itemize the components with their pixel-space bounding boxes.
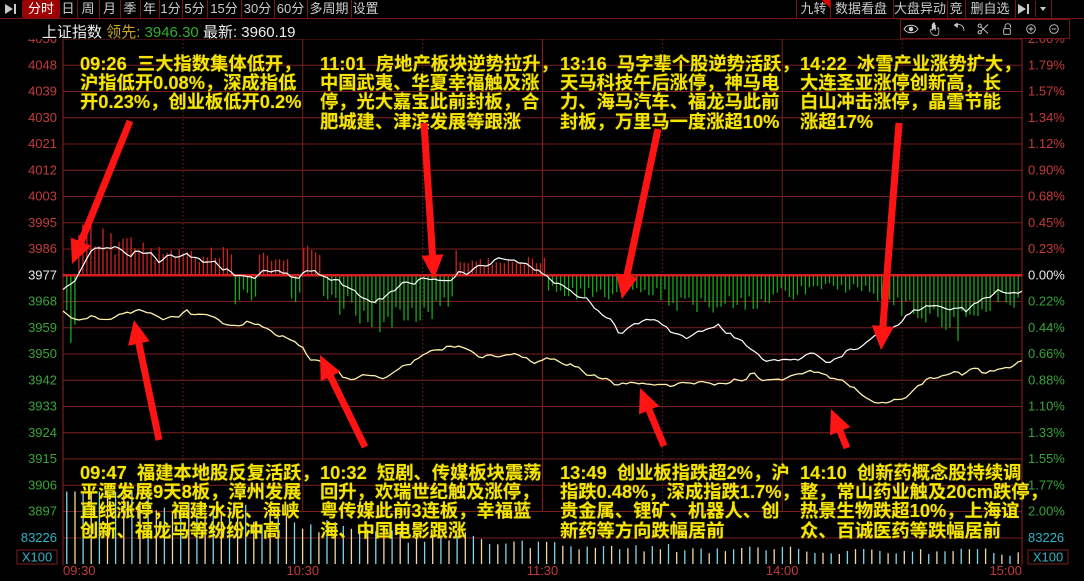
svg-text:3942: 3942 (28, 372, 57, 387)
svg-text:3924: 3924 (28, 425, 57, 440)
svg-text:3897: 3897 (28, 504, 57, 519)
svg-text:15:00: 15:00 (989, 563, 1022, 578)
svg-text:3915: 3915 (28, 451, 57, 466)
svg-text:1.12%: 1.12% (1028, 136, 1065, 151)
svg-text:1.57%: 1.57% (1028, 84, 1065, 99)
svg-text:3933: 3933 (28, 399, 57, 414)
svg-text:0.23%: 0.23% (1028, 241, 1065, 256)
svg-text:0.45%: 0.45% (1028, 215, 1065, 230)
svg-text:3959: 3959 (28, 320, 57, 335)
svg-text:4003: 4003 (28, 189, 57, 204)
svg-text:4021: 4021 (28, 136, 57, 151)
svg-text:X100: X100 (22, 550, 52, 565)
svg-text:X100: X100 (1033, 550, 1063, 565)
svg-text:3986: 3986 (28, 241, 57, 256)
svg-text:1.33%: 1.33% (1028, 425, 1065, 440)
svg-text:0.66%: 0.66% (1028, 346, 1065, 361)
svg-text:4030: 4030 (28, 110, 57, 125)
svg-text:10:30: 10:30 (287, 563, 320, 578)
svg-text:0.90%: 0.90% (1028, 162, 1065, 177)
svg-text:1.10%: 1.10% (1028, 399, 1065, 414)
svg-text:14:00: 14:00 (766, 563, 799, 578)
svg-text:0.68%: 0.68% (1028, 189, 1065, 204)
svg-text:4039: 4039 (28, 84, 57, 99)
svg-text:1.79%: 1.79% (1028, 57, 1065, 72)
svg-text:3968: 3968 (28, 294, 57, 309)
svg-text:11:30: 11:30 (527, 563, 559, 578)
svg-text:09:30: 09:30 (63, 563, 96, 578)
svg-text:3995: 3995 (28, 215, 57, 230)
svg-text:0.88%: 0.88% (1028, 372, 1065, 387)
svg-text:3977: 3977 (28, 267, 57, 282)
svg-text:3906: 3906 (28, 477, 57, 492)
svg-text:2.00%: 2.00% (1028, 39, 1065, 46)
svg-text:0.22%: 0.22% (1028, 294, 1065, 309)
svg-text:83226: 83226 (21, 530, 57, 545)
svg-text:0.44%: 0.44% (1028, 320, 1065, 335)
svg-text:4048: 4048 (28, 57, 57, 72)
svg-text:4056: 4056 (28, 39, 57, 46)
svg-text:4012: 4012 (28, 162, 57, 177)
svg-text:1.34%: 1.34% (1028, 110, 1065, 125)
svg-text:3950: 3950 (28, 346, 57, 361)
svg-text:0.00%: 0.00% (1028, 267, 1065, 282)
